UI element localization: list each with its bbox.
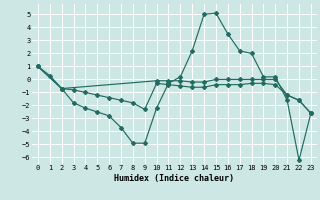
X-axis label: Humidex (Indice chaleur): Humidex (Indice chaleur) (115, 174, 234, 183)
